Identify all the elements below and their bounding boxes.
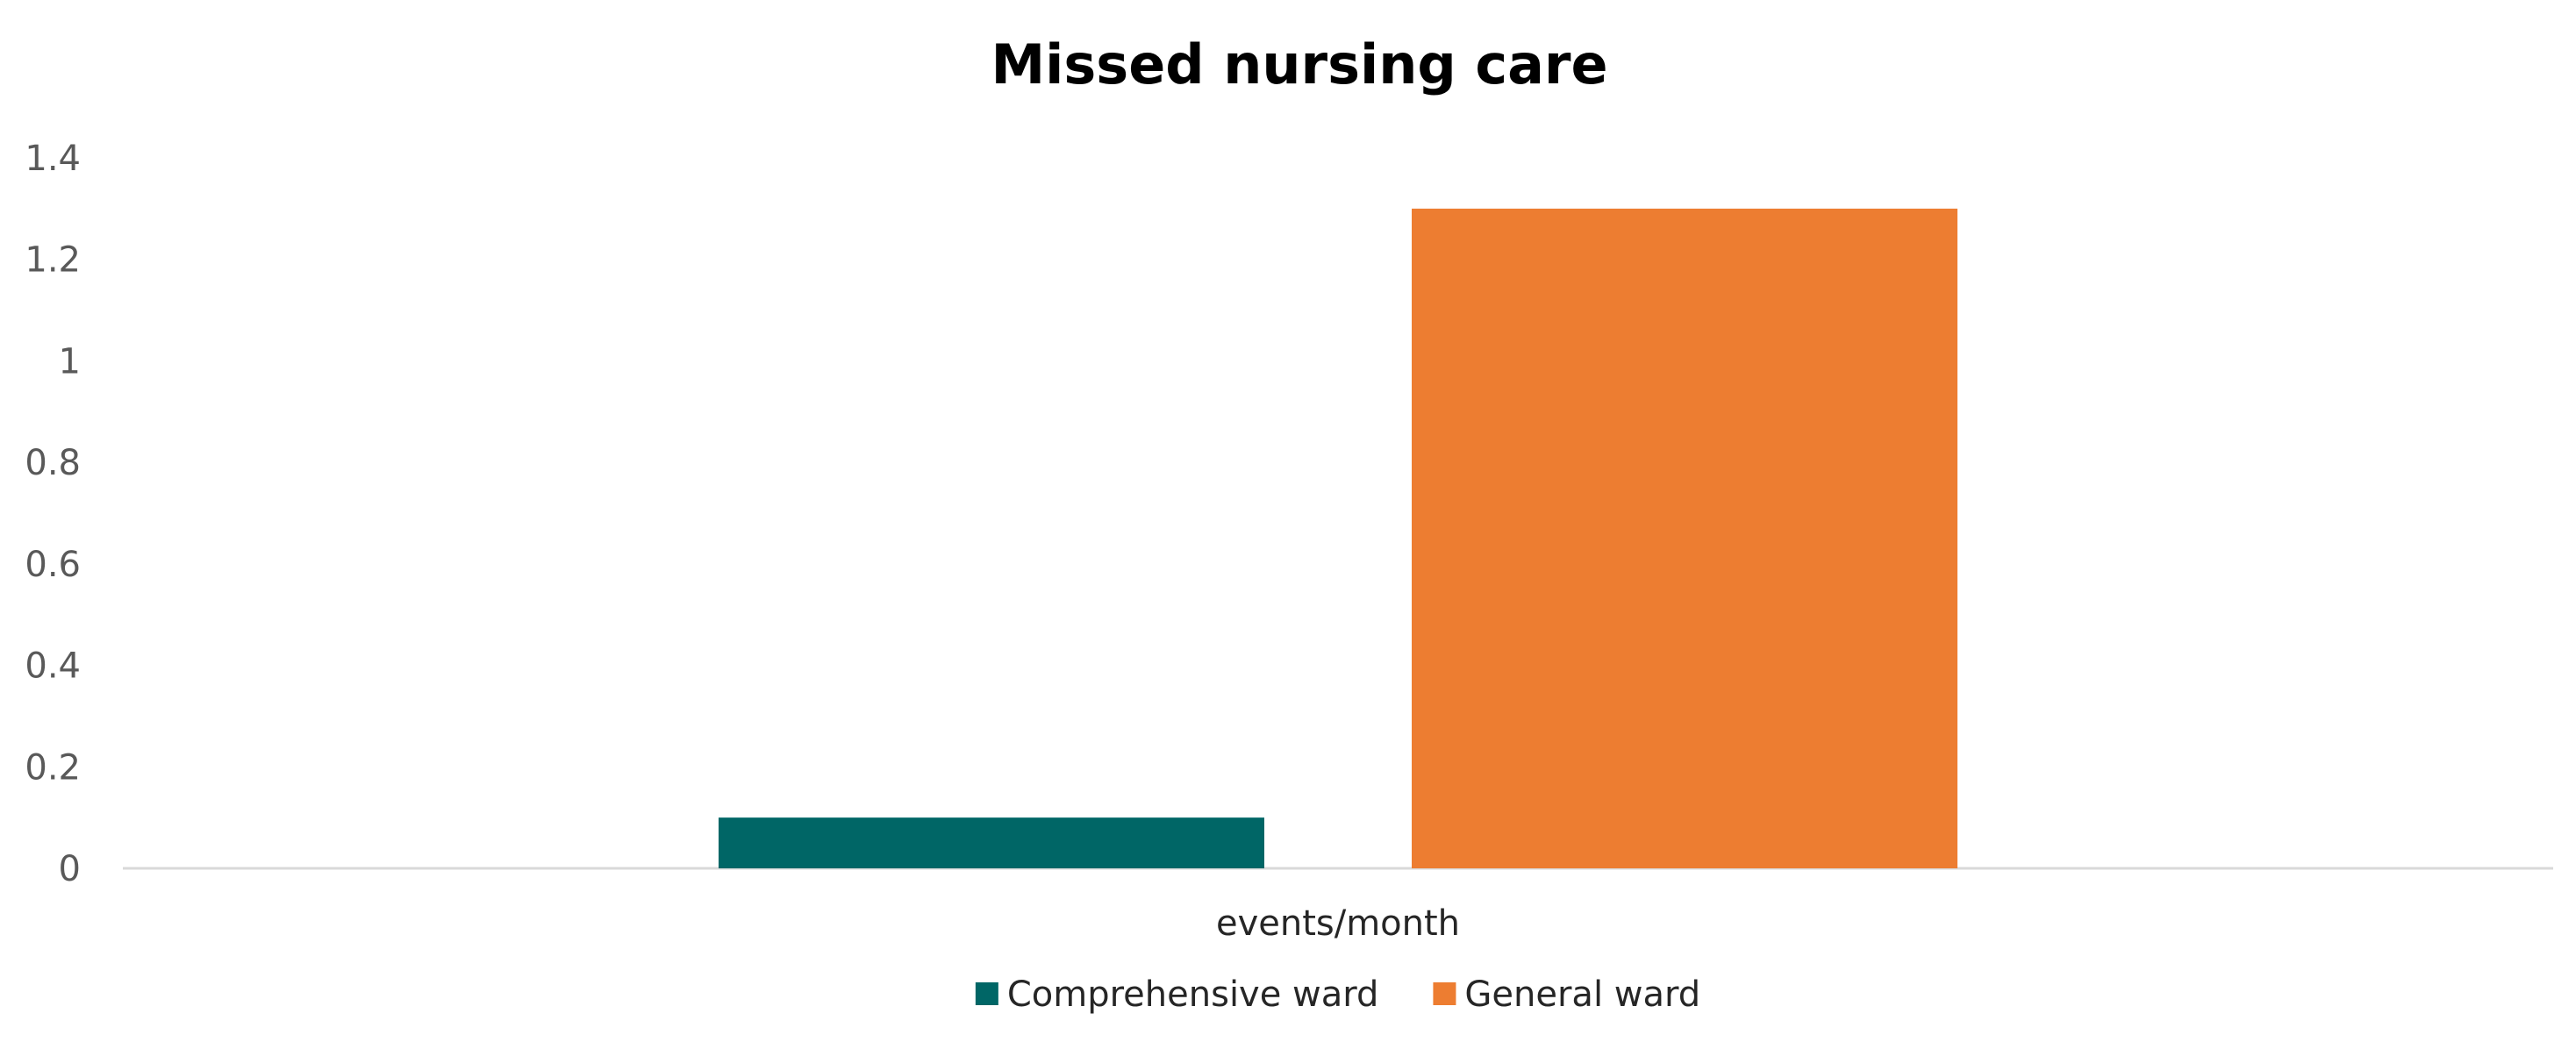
y-tick-label: 0.2 — [25, 747, 81, 788]
legend-swatch-general-ward — [1433, 982, 1456, 1005]
x-axis: events/month — [1216, 903, 1460, 944]
y-tick-label: 0.8 — [25, 443, 81, 483]
y-tick-label: 0.4 — [25, 646, 81, 687]
chart-title: Missed nursing care — [991, 32, 1607, 96]
legend-label-general-ward: General ward — [1464, 974, 1700, 1015]
legend-swatch-comprehensive-ward — [975, 982, 998, 1005]
legend: Comprehensive ward General ward — [975, 974, 1700, 1015]
y-tick-label: 1.2 — [25, 240, 81, 281]
x-category-label: events/month — [1216, 903, 1460, 944]
bar-group — [719, 208, 1957, 868]
y-tick-label: 1.4 — [25, 139, 81, 179]
y-tick-label: 0 — [59, 849, 81, 889]
bar-comprehensive-ward — [719, 817, 1264, 868]
legend-label-comprehensive-ward: Comprehensive ward — [1007, 974, 1379, 1015]
y-tick-label: 1 — [59, 341, 81, 382]
y-axis: 0 0.2 0.4 0.6 0.8 1 1.2 1.4 — [25, 139, 81, 889]
y-tick-label: 0.6 — [25, 545, 81, 585]
bar-general-ward — [1412, 208, 1957, 868]
